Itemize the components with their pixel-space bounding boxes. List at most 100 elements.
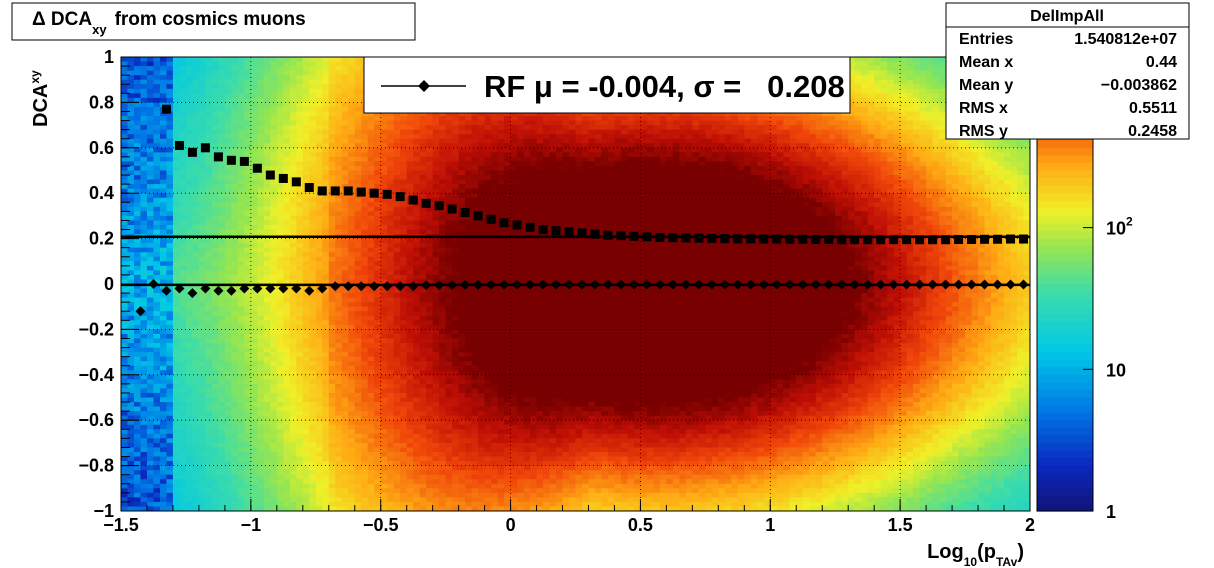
heatmap-cell [315,406,323,412]
heatmap-cell [224,284,232,290]
heatmap-cell [315,106,323,113]
heatmap-cell [146,374,155,380]
heatmap-cell [198,461,206,467]
heatmap-cell [179,206,187,212]
heatmap-cell [335,429,343,435]
heatmap-cell [367,120,375,126]
heatmap-cell [283,116,291,122]
heatmap-cell [406,165,414,172]
heatmap-cell [205,470,213,476]
heatmap-cell [322,97,330,103]
heatmap-cell [270,193,278,199]
heatmap-cell [250,352,258,358]
heatmap-cell [211,284,219,290]
heatmap-cell [257,224,265,231]
heatmap-cell [153,479,161,485]
heatmap-cell [361,156,369,163]
heatmap-cell [218,165,226,172]
heatmap-cell [237,479,245,485]
heatmap-cell [413,238,421,244]
heatmap-cell [140,175,148,181]
heatmap-cell [309,302,317,308]
heatmap-cell [335,79,343,85]
heatmap-cell [413,288,421,294]
heatmap-cell [387,492,395,498]
heatmap-cell [127,506,135,511]
heatmap-cell [127,311,135,317]
heatmap-cell [121,134,129,140]
heatmap-cell [296,284,304,290]
heatmap-cell [270,374,278,380]
heatmap-cell [432,215,440,222]
heatmap-cell [426,379,434,385]
heatmap-cell [374,320,382,326]
heatmap-cell [354,256,362,262]
heatmap-cell [205,352,213,358]
heatmap-cell [302,492,310,498]
heatmap-cell [393,438,401,444]
heatmap-cell [335,170,343,176]
heatmap-cell [341,84,349,90]
heatmap-cell [387,175,395,181]
heatmap-cell [289,383,297,390]
heatmap-cell [231,261,239,267]
heatmap-cell [146,57,155,63]
heatmap-cell [166,492,174,498]
heatmap-cell [361,470,369,476]
heatmap-cell [231,197,239,203]
heatmap-cell [380,306,388,312]
heatmap-cell [192,433,200,439]
heatmap-cell [328,329,336,335]
heatmap-cell [121,247,129,253]
heatmap-cell [354,161,362,167]
heatmap-cell [172,374,181,380]
heatmap-cell [400,438,408,444]
heatmap-cell [231,265,239,271]
heatmap-cell [283,70,291,76]
heatmap-cell [348,402,356,408]
heatmap-cell [250,288,258,294]
heatmap-cell [276,161,284,167]
heatmap-cell [224,392,232,399]
heatmap-cell [231,256,239,262]
heatmap-cell [270,224,278,231]
heatmap-cell [335,125,343,131]
heatmap-cell [315,365,323,371]
heatmap-cell [127,338,135,344]
heatmap-cell [335,501,343,508]
heatmap-cell [211,338,219,344]
heatmap-cell [250,429,258,435]
heatmap-cell [133,120,142,126]
heatmap-cell [121,488,129,494]
heatmap-cell [172,297,181,303]
heatmap-cell [322,302,330,308]
heatmap-cell [374,138,382,144]
heatmap-cell [237,125,245,131]
heatmap-cell [185,465,194,471]
heatmap-cell [335,261,343,267]
heatmap-cell [159,306,168,312]
heatmap-cell [153,379,161,385]
heatmap-cell [426,165,434,172]
heatmap-cell [121,179,129,185]
heatmap-cell [172,402,181,408]
heatmap-cell [237,66,245,72]
heatmap-cell [211,238,219,244]
heatmap-cell [348,352,356,358]
heatmap-cell [218,220,226,226]
heatmap-cell [257,156,265,163]
heatmap-cell [341,479,349,485]
heatmap-cell [335,70,343,76]
heatmap-cell [289,488,297,494]
heatmap-cell [250,406,258,412]
heatmap-cell [393,279,401,285]
heatmap-cell [211,429,219,435]
heatmap-cell [413,270,421,276]
heatmap-cell [198,374,206,380]
heatmap-cell [289,161,297,167]
heatmap-cell [380,456,388,462]
heatmap-cell [140,429,148,435]
heatmap-cell [270,415,278,421]
heatmap-cell [140,206,148,212]
heatmap-cell [192,165,200,172]
